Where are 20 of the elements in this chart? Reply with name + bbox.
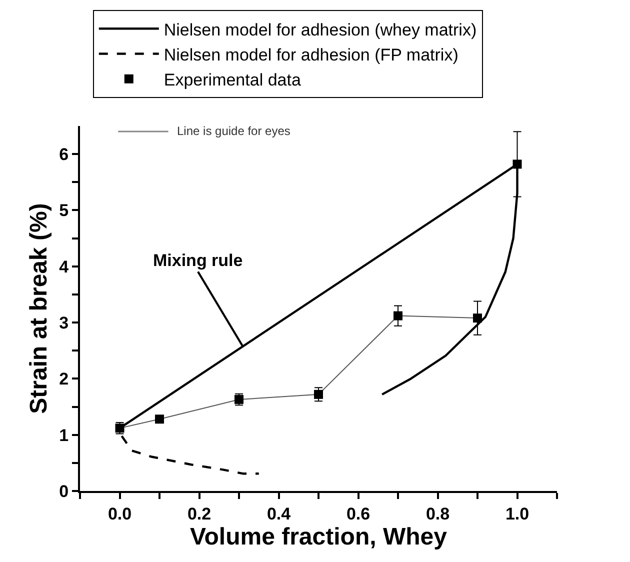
y-tick-label: 6 <box>59 145 69 164</box>
legend-label: Nielsen model for adhesion (whey matrix) <box>164 20 477 40</box>
annotation: Mixing rule <box>153 251 243 270</box>
annotation: Line is guide for eyes <box>177 124 290 138</box>
x-tick-label: 0.4 <box>266 504 292 524</box>
y-axis-title: Strain at break (%) <box>26 203 53 414</box>
y-tick-label: 5 <box>59 201 69 220</box>
y-tick-label: 0 <box>59 482 69 501</box>
x-tick-label: 0.8 <box>426 504 450 524</box>
x-tick-label: 0.0 <box>108 504 132 524</box>
y-tick-label: 2 <box>59 370 69 389</box>
y-tick-label: 4 <box>59 257 70 276</box>
x-tick-label: 0.2 <box>187 504 212 524</box>
x-axis-title: Volume fraction, Whey <box>190 523 448 550</box>
y-tick-label: 3 <box>59 313 69 332</box>
legend-label: Experimental data <box>164 70 302 90</box>
y-tick-label: 1 <box>59 426 69 445</box>
x-tick-label: 1.0 <box>505 504 530 524</box>
legend-label: Nielsen model for adhesion (FP matrix) <box>164 45 458 64</box>
x-tick-label: 0.6 <box>346 504 370 524</box>
